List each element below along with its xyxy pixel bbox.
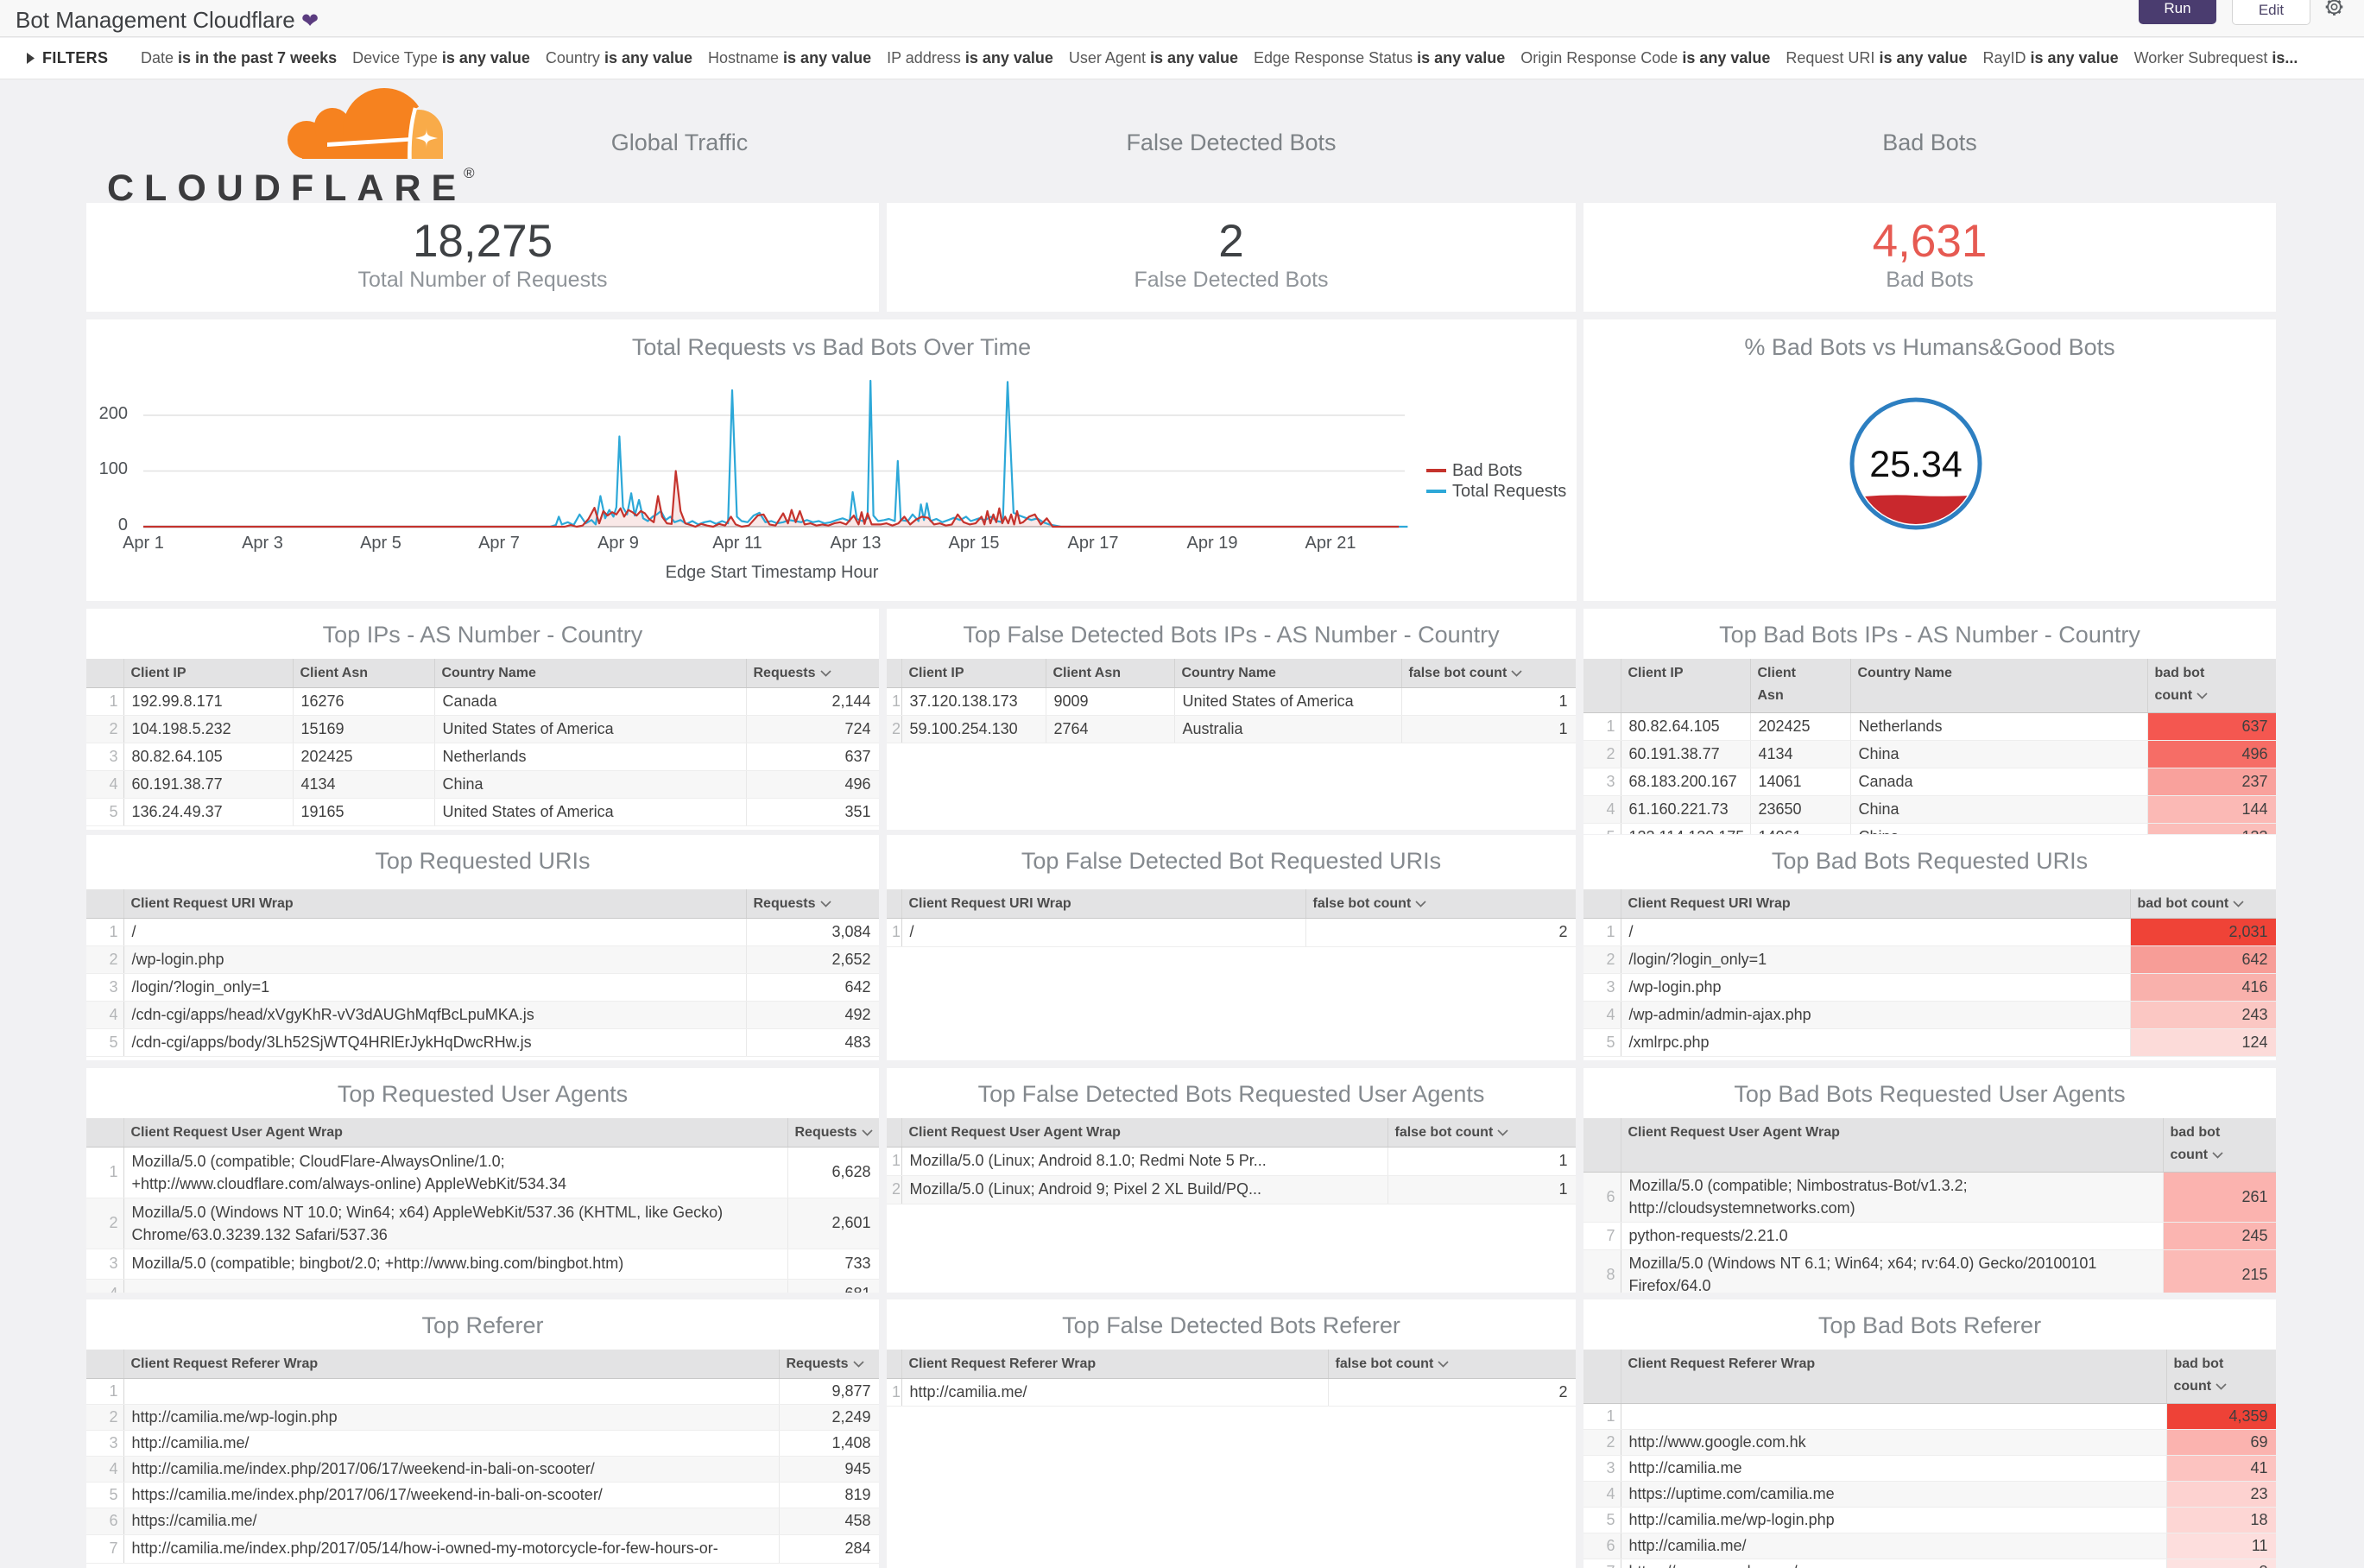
svg-text:25.34: 25.34 (1869, 444, 1963, 485)
svg-text:®: ® (464, 165, 475, 181)
svg-text:CLOUDFLARE: CLOUDFLARE (107, 168, 466, 209)
